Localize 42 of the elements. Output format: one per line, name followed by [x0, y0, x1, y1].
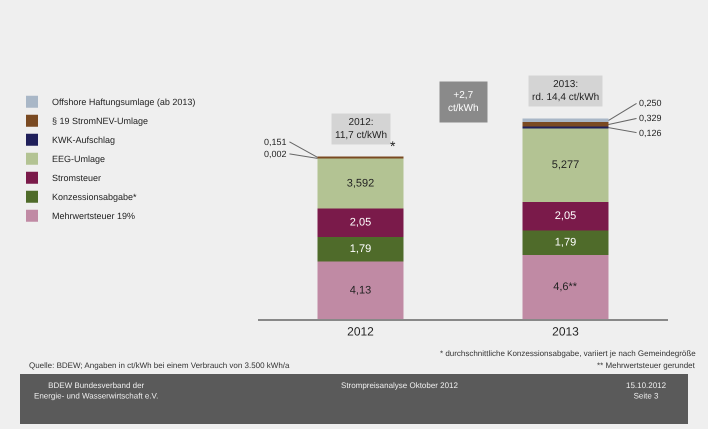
- legend-label: KWK-Aufschlag: [52, 135, 116, 146]
- annotation: *: [390, 138, 396, 154]
- legend-label: Offshore Haftungsumlage (ab 2013): [52, 97, 196, 108]
- bar: [522, 118, 609, 122]
- text: ** Mehrwertsteuer gerundet: [597, 361, 696, 370]
- data-label: 0,126: [639, 128, 662, 138]
- data-label: 1,79: [350, 243, 372, 256]
- text: BDEW Bundesverband der Energie- und Wasserwirtschaft e.V.: [34, 381, 158, 400]
- text: Strompreisanalyse Oktober 2012: [341, 381, 458, 390]
- text: 15.10.2012 Seite 3: [626, 381, 667, 400]
- text: * durchschnittliche Konzessionsabgabe, variiert je nach Gemeindegröße: [440, 349, 696, 358]
- data-label: 0,002: [264, 149, 287, 159]
- data-label: 2,05: [350, 216, 372, 229]
- legend-label: EEG-Umlage: [52, 154, 106, 164]
- data-label: 1,79: [554, 236, 576, 249]
- bar: [317, 208, 404, 237]
- data-label: 0,250: [639, 98, 662, 108]
- bar: [317, 158, 404, 208]
- legend-label: Stromsteuer: [52, 173, 102, 184]
- data-label: 3,592: [346, 177, 374, 190]
- data-label: 4,13: [350, 284, 372, 296]
- bar: [317, 236, 404, 262]
- legend-label: Mehrwertsteuer 19%: [52, 211, 136, 222]
- source-note: Quelle: BDEW; Angaben in ct/kWh bei einem Verbrauch von 3.500 kWh/a: [29, 361, 290, 370]
- legend-label: Konzessionsabgabe*: [52, 192, 138, 202]
- bar: [522, 230, 609, 256]
- data-label: 0,151: [264, 137, 287, 147]
- legend-label: § 19 StromNEV-Umlage: [52, 116, 148, 126]
- annotation: 2012: 11,7 ct/kWh: [335, 117, 388, 141]
- data-label: 2,05: [554, 210, 576, 222]
- bar: [522, 122, 609, 127]
- data-label: 4,6**: [553, 281, 578, 294]
- bar: [522, 255, 609, 319]
- annotation: 2013: rd. 14,4 ct/kWh: [532, 79, 600, 103]
- x-tick-label: 2012: [347, 324, 374, 338]
- x-tick-label: 2013: [552, 324, 580, 338]
- data-label: 5,277: [552, 159, 580, 172]
- bar: [317, 262, 404, 319]
- text: +2,7 ct/kWh: [448, 90, 479, 114]
- bar: [522, 128, 609, 202]
- data-label: 0,329: [639, 113, 662, 123]
- bar: [522, 202, 609, 230]
